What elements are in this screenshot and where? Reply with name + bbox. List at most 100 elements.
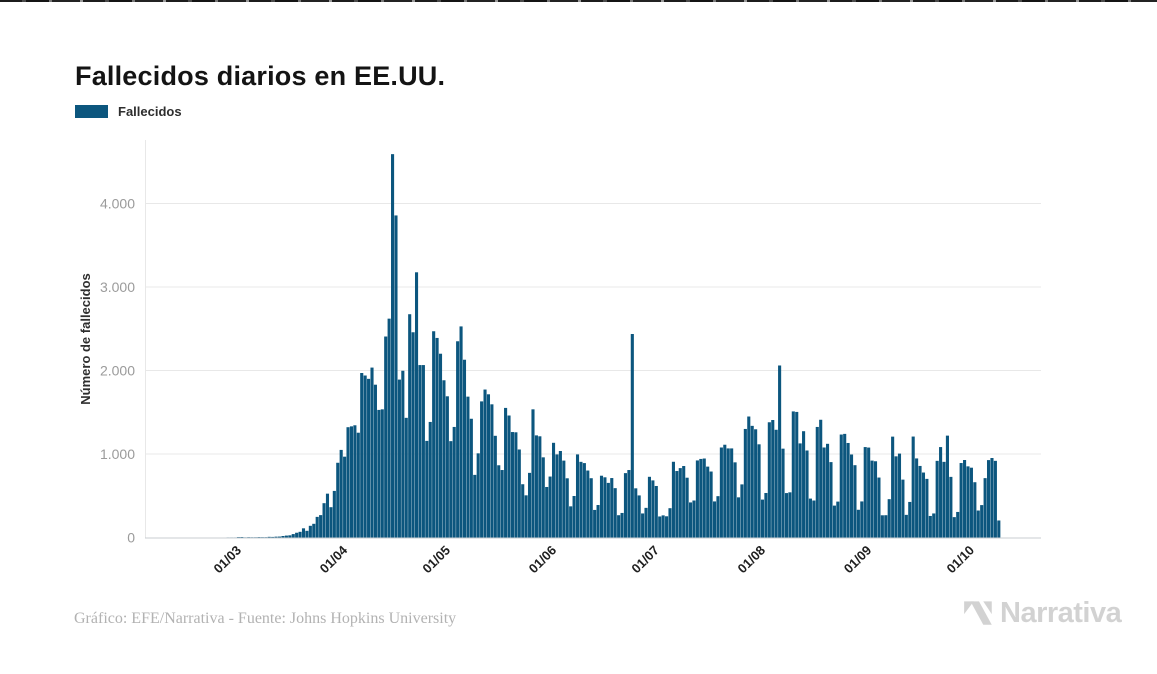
bar[interactable]	[284, 535, 288, 538]
bar[interactable]	[452, 426, 456, 538]
bar[interactable]	[404, 417, 408, 538]
bar[interactable]	[873, 461, 878, 538]
bar[interactable]	[997, 520, 1001, 538]
bar[interactable]	[675, 471, 679, 538]
bar[interactable]	[945, 435, 949, 538]
bar[interactable]	[586, 470, 590, 538]
bar[interactable]	[757, 444, 761, 538]
bar[interactable]	[630, 334, 634, 538]
bar[interactable]	[781, 448, 785, 538]
bar[interactable]	[308, 525, 312, 538]
bar[interactable]	[880, 515, 884, 538]
bar[interactable]	[504, 407, 508, 538]
bar[interactable]	[665, 516, 669, 538]
bar[interactable]	[925, 478, 929, 538]
bar[interactable]	[534, 435, 538, 538]
bar[interactable]	[661, 515, 665, 538]
bar[interactable]	[575, 454, 580, 538]
bar[interactable]	[394, 215, 398, 538]
bar[interactable]	[712, 501, 717, 538]
bar[interactable]	[281, 536, 285, 538]
bar[interactable]	[466, 396, 470, 538]
bar[interactable]	[579, 461, 583, 538]
bar[interactable]	[456, 341, 460, 538]
bar[interactable]	[966, 466, 970, 538]
bar[interactable]	[295, 532, 299, 538]
bar[interactable]	[507, 415, 511, 538]
bar[interactable]	[517, 449, 521, 538]
bar[interactable]	[983, 478, 987, 538]
bar[interactable]	[795, 411, 799, 538]
bar[interactable]	[315, 516, 319, 538]
bar[interactable]	[637, 495, 641, 538]
bar[interactable]	[956, 511, 960, 538]
bar[interactable]	[356, 432, 360, 538]
bar[interactable]	[959, 463, 963, 538]
bar[interactable]	[555, 454, 559, 538]
bar[interactable]	[332, 490, 336, 538]
bar[interactable]	[949, 476, 953, 538]
bar[interactable]	[778, 365, 782, 538]
bar[interactable]	[510, 432, 514, 538]
bar[interactable]	[805, 450, 809, 538]
bar[interactable]	[589, 478, 593, 538]
bar[interactable]	[486, 394, 491, 538]
bar[interactable]	[993, 460, 997, 538]
bar[interactable]	[908, 501, 912, 538]
bar[interactable]	[528, 472, 532, 538]
bar[interactable]	[986, 460, 991, 538]
bar[interactable]	[305, 530, 309, 538]
bar[interactable]	[867, 447, 871, 538]
bar[interactable]	[325, 493, 330, 538]
bar[interactable]	[969, 467, 973, 538]
bar[interactable]	[853, 465, 857, 538]
bar[interactable]	[832, 505, 836, 538]
bar[interactable]	[736, 497, 741, 538]
bar[interactable]	[301, 528, 306, 538]
bar[interactable]	[730, 448, 734, 538]
bar[interactable]	[812, 500, 816, 538]
bar[interactable]	[582, 463, 586, 538]
bar[interactable]	[384, 336, 388, 538]
bar[interactable]	[442, 380, 446, 538]
bar[interactable]	[291, 534, 295, 538]
bar[interactable]	[476, 453, 480, 538]
bar[interactable]	[829, 462, 833, 538]
bar[interactable]	[963, 460, 967, 538]
bar[interactable]	[973, 482, 977, 538]
bar[interactable]	[414, 272, 419, 538]
bar[interactable]	[791, 411, 795, 538]
bar[interactable]	[860, 501, 864, 538]
bar[interactable]	[877, 477, 881, 538]
bar[interactable]	[483, 389, 487, 538]
bar[interactable]	[760, 499, 765, 538]
bar[interactable]	[897, 453, 902, 538]
bar[interactable]	[480, 401, 484, 538]
bar[interactable]	[784, 493, 789, 538]
bar[interactable]	[349, 426, 354, 538]
bar[interactable]	[271, 536, 275, 538]
bar[interactable]	[312, 523, 316, 538]
bar[interactable]	[894, 456, 898, 538]
bar[interactable]	[733, 462, 737, 538]
bar[interactable]	[343, 456, 347, 538]
bar[interactable]	[719, 447, 723, 538]
bar[interactable]	[373, 384, 377, 538]
bar[interactable]	[541, 457, 545, 538]
bar[interactable]	[377, 409, 381, 538]
bar[interactable]	[569, 506, 573, 538]
bar[interactable]	[754, 429, 758, 538]
bar[interactable]	[952, 517, 956, 538]
bar[interactable]	[849, 454, 854, 538]
bar[interactable]	[593, 509, 597, 538]
bar[interactable]	[788, 492, 792, 538]
bar[interactable]	[627, 470, 631, 538]
bar[interactable]	[277, 536, 282, 538]
bar[interactable]	[846, 442, 850, 538]
bar[interactable]	[367, 378, 371, 538]
bar[interactable]	[798, 443, 802, 538]
bar[interactable]	[551, 442, 556, 538]
bar[interactable]	[572, 496, 576, 538]
bar[interactable]	[524, 495, 528, 538]
bar[interactable]	[928, 515, 932, 538]
